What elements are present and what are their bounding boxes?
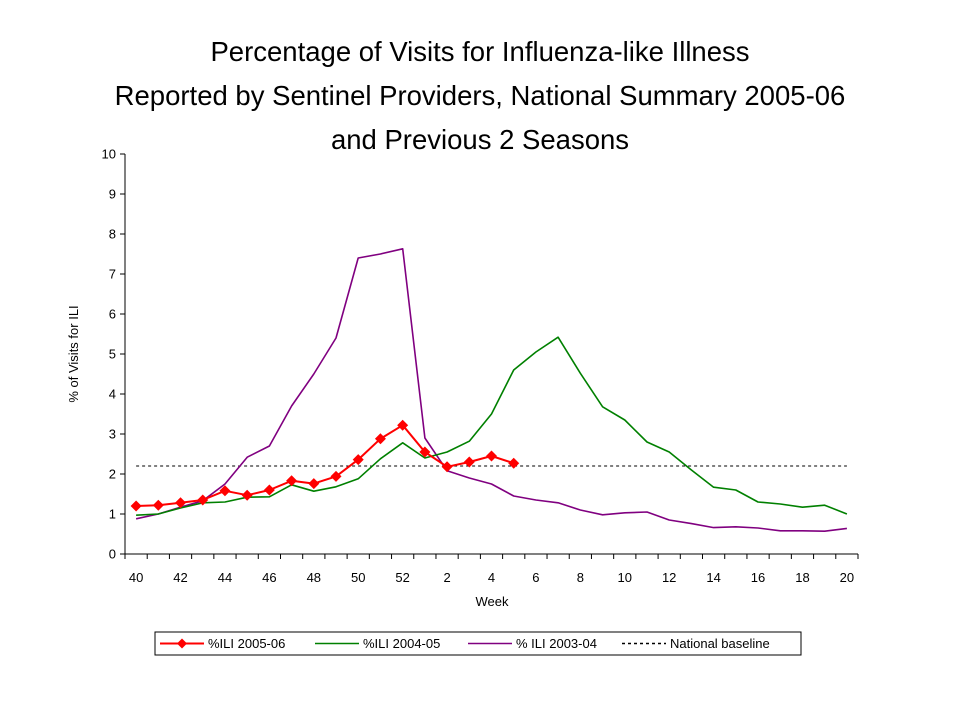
- legend-label: %ILI 2005-06: [208, 636, 285, 651]
- y-tick-label: 4: [109, 387, 116, 402]
- y-tick-label: 7: [109, 267, 116, 282]
- data-point-0: [175, 497, 187, 509]
- y-tick-label: 3: [109, 427, 116, 442]
- data-point-0: [241, 489, 253, 501]
- y-tick-label: 8: [109, 227, 116, 242]
- x-tick-label: 44: [218, 570, 232, 585]
- x-tick-label: 40: [129, 570, 143, 585]
- y-axis-label: % of Visits for ILI: [66, 305, 81, 402]
- chart-title-line-2: Reported by Sentinel Providers, National…: [114, 80, 846, 111]
- data-point-0: [463, 456, 475, 468]
- x-tick-label: 12: [662, 570, 676, 585]
- chart-title-line-3: and Previous 2 Seasons: [330, 124, 630, 155]
- data-point-0: [197, 494, 209, 506]
- chart-title: Percentage of Visits for Influenza-like …: [0, 30, 960, 162]
- data-point-0: [219, 485, 231, 497]
- x-tick-label: 48: [307, 570, 321, 585]
- y-tick-label: 2: [109, 467, 116, 482]
- data-point-0: [441, 461, 453, 473]
- x-tick-label: 6: [532, 570, 539, 585]
- x-tick-label: 18: [795, 570, 809, 585]
- data-point-0: [352, 454, 364, 466]
- x-tick-label: 16: [751, 570, 765, 585]
- x-axis-label: Week: [476, 594, 509, 609]
- legend-label: % ILI 2003-04: [516, 636, 597, 651]
- x-tick-label: 20: [840, 570, 854, 585]
- series-line-2: [135, 248, 848, 533]
- x-tick-label: 42: [173, 570, 187, 585]
- data-point-0: [374, 433, 386, 445]
- data-point-0: [286, 475, 298, 487]
- x-tick-label: 52: [395, 570, 409, 585]
- data-point-0: [308, 478, 320, 490]
- data-point-0: [130, 500, 142, 512]
- data-point-0: [486, 450, 497, 462]
- x-tick-label: 50: [351, 570, 365, 585]
- y-tick-label: 9: [109, 187, 116, 202]
- legend: %ILI 2005-06 %ILI 2004-05 % ILI 2003-04 Nat…: [154, 631, 802, 656]
- chart-title-line-1: Percentage of Visits for Influenza-like …: [210, 36, 750, 67]
- y-tick-label: 10: [102, 147, 116, 162]
- data-point-0: [263, 484, 275, 496]
- legend-marker: [177, 638, 187, 649]
- x-tick-label: 4: [488, 570, 495, 585]
- y-tick-label: 0: [109, 547, 116, 562]
- legend-label: %ILI 2004-05: [363, 636, 440, 651]
- series-line-1: [136, 336, 848, 516]
- data-point-0: [419, 446, 431, 458]
- data-point-0: [508, 457, 520, 469]
- data-point-0: [397, 419, 409, 431]
- x-tick-label: 10: [618, 570, 632, 585]
- series-layer: [130, 248, 848, 533]
- data-point-0: [152, 499, 164, 511]
- x-tick-label: 14: [706, 570, 720, 585]
- y-tick-label: 1: [109, 507, 116, 522]
- x-tick-label: 46: [262, 570, 276, 585]
- data-point-0: [330, 470, 342, 482]
- x-tick-label: 2: [443, 570, 450, 585]
- y-tick-label: 6: [109, 307, 116, 322]
- x-tick-label: 8: [577, 570, 584, 585]
- legend-label: National baseline: [670, 636, 770, 651]
- y-tick-label: 5: [109, 347, 116, 362]
